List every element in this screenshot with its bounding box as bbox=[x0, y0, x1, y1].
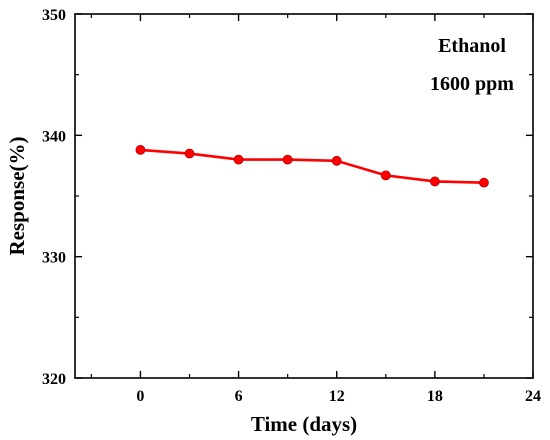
data-point bbox=[479, 177, 489, 188]
tick-labels: 0 6 12 18 24 320 330 340 350 bbox=[42, 7, 541, 405]
y-axis-title: Response(%) bbox=[5, 136, 29, 255]
y-tick-label: 320 bbox=[42, 371, 66, 388]
series-group bbox=[135, 144, 489, 188]
x-tick-label: 12 bbox=[329, 388, 345, 405]
x-tick-label: 24 bbox=[525, 388, 541, 405]
x-tick-label: 18 bbox=[427, 388, 443, 405]
x-tick-label: 0 bbox=[136, 388, 144, 405]
y-tick-label: 330 bbox=[42, 250, 66, 267]
x-axis-title: Time (days) bbox=[251, 412, 357, 436]
data-point bbox=[331, 155, 342, 166]
y-tick-label: 350 bbox=[42, 7, 66, 24]
data-point bbox=[429, 176, 440, 187]
axis-ticks bbox=[75, 13, 534, 379]
data-point bbox=[135, 144, 146, 155]
data-point bbox=[380, 170, 391, 181]
annotation-analyte: Ethanol bbox=[438, 35, 506, 57]
plot-frame bbox=[74, 13, 534, 379]
data-point bbox=[233, 154, 244, 165]
x-tick-label: 6 bbox=[235, 388, 243, 405]
annotation-concentration: 1600 ppm bbox=[430, 73, 514, 95]
data-point bbox=[282, 154, 293, 165]
data-point bbox=[184, 148, 195, 159]
y-tick-label: 340 bbox=[42, 128, 66, 145]
series-line bbox=[140, 148, 484, 184]
